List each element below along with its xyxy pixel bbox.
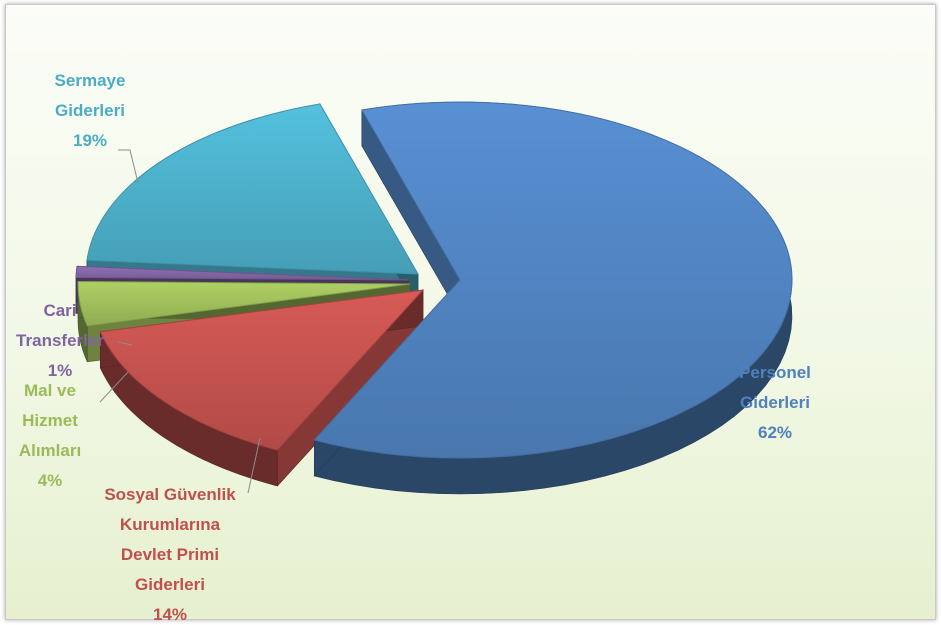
slice-label-line: Cari [43,301,76,320]
slice-label-line: Giderleri [740,393,810,412]
leader-line [118,149,139,184]
pie-slice [99,289,425,451]
slice-label-line: Giderleri [55,101,125,120]
pie-slice [75,265,409,281]
slice-label-line: Personel [739,363,811,382]
pie-slice [77,280,411,327]
slice-percent: 1% [48,361,73,380]
pie-slice [86,103,419,275]
leader-line [99,371,129,403]
slice-label-line: Devlet Primi [121,545,219,564]
slice-percent: 62% [758,423,792,442]
leader-line [247,437,261,494]
slice-label: Personel Giderleri 62% [739,363,811,442]
leader-line [117,341,133,346]
slice-label-line: Hizmet [22,411,78,430]
slice-label: Sermaye Giderleri 19% [55,71,126,150]
slice-percent: 19% [73,131,107,150]
slice-label-line: Sosyal Güvenlik [104,485,236,504]
slice-label-line: Alımları [19,441,81,460]
slice-label-line: Mal ve [24,381,76,400]
slice-label-line: Transferler [16,331,104,350]
slice-percent: 4% [38,471,63,490]
slice-label: Cari Transferler 1% [16,301,104,380]
slice-label: Sosyal Güvenlik Kurumlarına Devlet Primi Gi… [104,485,236,624]
slice-label-line: Sermaye [55,71,126,90]
pie-slice [313,101,793,459]
slice-label: Mal ve Hizmet Alımları 4% [19,381,81,490]
slice-label-line: Giderleri [135,575,205,594]
slice-percent: 14% [153,605,187,624]
slice-label-line: Kurumlarına [120,515,221,534]
